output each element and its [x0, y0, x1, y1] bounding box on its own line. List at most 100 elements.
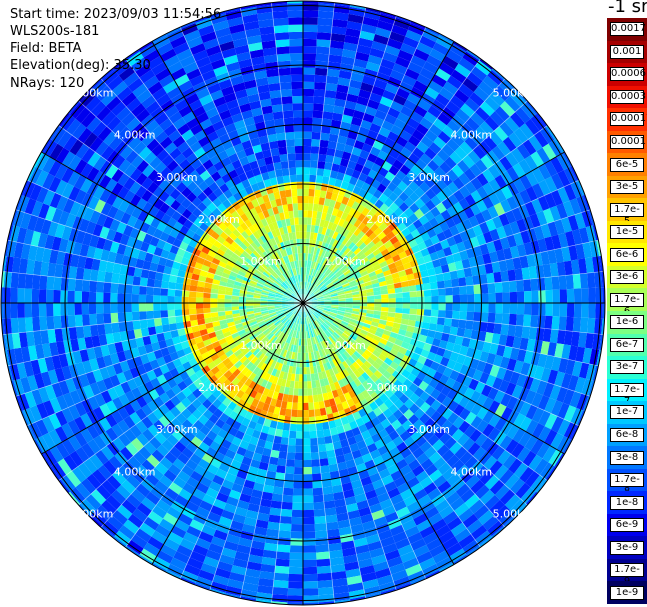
beta-cell — [240, 213, 249, 223]
beta-cell — [275, 338, 282, 347]
beta-cell — [143, 516, 160, 531]
beta-cell — [196, 286, 205, 293]
beta-cell — [379, 212, 389, 223]
beta-cell — [522, 450, 537, 467]
beta-cell — [449, 497, 465, 511]
beta-cell — [322, 258, 328, 266]
beta-cell — [404, 525, 420, 538]
beta-cell — [303, 188, 309, 196]
beta-cell — [283, 272, 289, 279]
beta-cell — [326, 271, 334, 278]
beta-cell — [126, 265, 136, 277]
beta-cell — [356, 96, 370, 107]
beta-cell — [361, 216, 371, 226]
beta-cell — [578, 362, 590, 379]
beta-cell — [89, 136, 104, 152]
beta-cell — [320, 332, 327, 341]
beta-cell — [317, 272, 323, 279]
beta-cell — [459, 141, 473, 155]
beta-cell — [348, 252, 357, 260]
beta-cell — [466, 71, 483, 87]
beta-cell — [174, 519, 190, 532]
beta-cell — [303, 38, 317, 47]
beta-cell — [217, 212, 227, 223]
beta-cell — [112, 195, 124, 209]
beta-cell — [65, 378, 77, 393]
beta-cell — [462, 513, 479, 529]
beta-cell — [106, 96, 122, 112]
beta-cell — [219, 554, 235, 566]
beta-cell — [270, 500, 283, 509]
beta-cell — [519, 401, 532, 417]
beta-cell — [82, 325, 92, 338]
beta-cell — [443, 349, 453, 360]
beta-cell — [55, 147, 70, 164]
beta-cell — [314, 82, 327, 90]
beta-cell — [369, 274, 378, 281]
beta-cell — [389, 31, 406, 43]
beta-cell — [582, 242, 593, 259]
beta-cell — [552, 303, 560, 317]
beta-cell — [178, 158, 191, 171]
beta-cell — [361, 389, 371, 399]
beta-cell — [174, 153, 187, 165]
beta-cell — [549, 262, 559, 277]
beta-cell — [519, 416, 532, 432]
beta-cell — [569, 198, 582, 215]
beta-cell — [324, 507, 337, 516]
beta-cell — [330, 255, 337, 263]
beta-cell — [289, 314, 295, 321]
beta-cell — [463, 387, 475, 400]
beta-cell — [268, 292, 276, 296]
beta-cell — [397, 49, 414, 62]
beta-cell — [331, 277, 339, 284]
beta-cell — [395, 537, 411, 550]
beta-cell — [288, 573, 303, 582]
beta-cell — [472, 275, 481, 286]
beta-cell — [444, 279, 453, 289]
beta-cell — [466, 247, 476, 259]
beta-cell — [330, 404, 339, 414]
beta-cell — [189, 519, 205, 532]
beta-cell — [222, 139, 234, 151]
beta-cell — [282, 281, 289, 288]
beta-cell — [27, 375, 39, 392]
beta-cell — [344, 328, 353, 335]
beta-cell — [275, 295, 283, 299]
beta-cell — [365, 61, 381, 73]
beta-cell — [336, 287, 344, 292]
beta-cell — [566, 288, 575, 303]
beta-cell — [124, 312, 133, 322]
beta-cell — [274, 269, 281, 277]
beta-cell — [217, 445, 229, 456]
beta-cell — [595, 303, 603, 319]
beta-cell — [446, 388, 458, 401]
beta-cell — [318, 451, 328, 460]
beta-cell — [253, 328, 262, 335]
beta-cell — [176, 322, 185, 330]
beta-cell — [30, 230, 41, 247]
beta-cell — [260, 303, 268, 306]
beta-cell — [363, 360, 372, 369]
beta-cell — [221, 208, 232, 219]
beta-cell — [556, 329, 566, 345]
beta-cell — [252, 325, 260, 332]
beta-cell — [392, 356, 402, 366]
beta-cell — [479, 274, 488, 285]
beta-cell — [203, 124, 216, 136]
beta-cell — [475, 484, 490, 500]
beta-cell — [125, 320, 134, 331]
beta-cell — [286, 279, 292, 286]
beta-cell — [397, 112, 411, 124]
beta-cell — [317, 437, 326, 445]
beta-cell — [380, 361, 390, 371]
beta-cell — [67, 290, 75, 303]
beta-cell — [337, 310, 345, 315]
beta-cell — [364, 489, 378, 500]
beta-cell — [48, 176, 62, 193]
beta-cell — [353, 219, 362, 228]
beta-cell — [328, 286, 336, 292]
beta-cell — [46, 289, 54, 303]
beta-cell — [401, 227, 411, 237]
beta-cell — [512, 336, 522, 349]
